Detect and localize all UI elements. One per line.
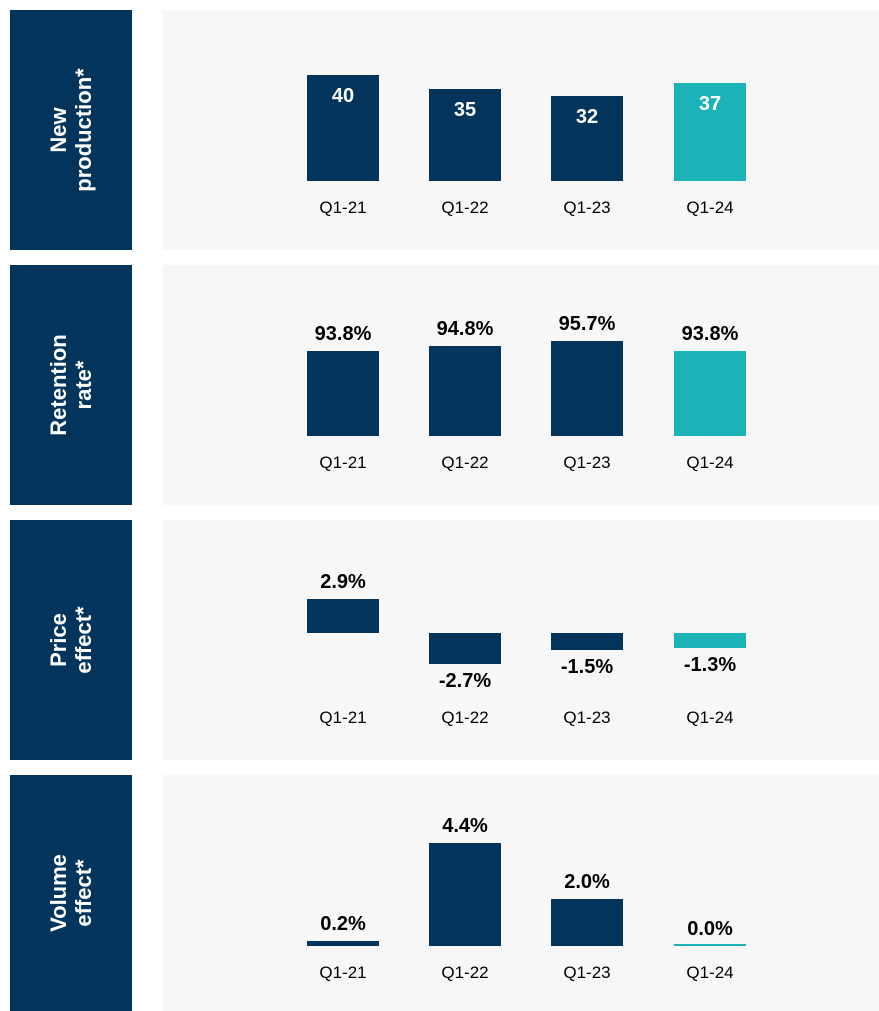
panel-title: Retention rate* bbox=[46, 334, 96, 436]
value-label: 0.2% bbox=[320, 913, 366, 936]
x-tick-label: Q1-21 bbox=[319, 453, 367, 472]
value-label: 4.4% bbox=[442, 815, 488, 838]
value-label: 2.0% bbox=[564, 871, 610, 894]
value-label: 93.8% bbox=[314, 322, 372, 345]
value-label: -2.7% bbox=[438, 670, 492, 693]
bar bbox=[674, 83, 746, 181]
bar bbox=[674, 944, 746, 946]
x-tick-label: Q1-23 bbox=[563, 708, 611, 727]
x-tick-label: Q1-23 bbox=[563, 963, 611, 982]
value-label: -1.5% bbox=[560, 656, 614, 679]
chart-panel bbox=[162, 520, 879, 760]
x-tick-label: Q1-24 bbox=[686, 453, 734, 472]
panel-title: New production* bbox=[46, 68, 96, 192]
bar bbox=[429, 88, 501, 181]
chart-panel bbox=[162, 10, 879, 250]
panel-title: Volume effect* bbox=[46, 854, 96, 932]
value-label: 94.8% bbox=[436, 317, 494, 340]
bar bbox=[551, 632, 623, 651]
x-tick-label: Q1-21 bbox=[319, 708, 367, 727]
x-tick-label: Q1-22 bbox=[441, 963, 489, 982]
bar bbox=[429, 345, 501, 436]
panel-label: Price effect* bbox=[10, 520, 132, 760]
bar bbox=[307, 598, 379, 633]
value-label: 32 bbox=[575, 106, 599, 129]
x-tick-label: Q1-23 bbox=[563, 198, 611, 217]
value-label: 37 bbox=[698, 93, 722, 116]
bar bbox=[551, 899, 623, 946]
value-label: 40 bbox=[331, 85, 355, 108]
x-tick-label: Q1-21 bbox=[319, 198, 367, 217]
x-tick-label: Q1-24 bbox=[686, 963, 734, 982]
chart-panel bbox=[162, 775, 879, 1011]
panel-title: Price effect* bbox=[46, 606, 96, 674]
bar bbox=[674, 350, 746, 436]
x-tick-label: Q1-24 bbox=[686, 198, 734, 217]
bar bbox=[551, 96, 623, 181]
x-tick-label: Q1-23 bbox=[563, 453, 611, 472]
x-tick-label: Q1-22 bbox=[441, 708, 489, 727]
bar bbox=[674, 632, 746, 648]
bar bbox=[429, 843, 501, 946]
value-label: 95.7% bbox=[558, 312, 616, 335]
panel-label: Volume effect* bbox=[10, 775, 132, 1011]
x-tick-label: Q1-24 bbox=[686, 708, 734, 727]
value-label: -1.3% bbox=[683, 653, 737, 676]
value-label: 35 bbox=[453, 98, 477, 121]
bar bbox=[307, 941, 379, 946]
value-label: 93.8% bbox=[681, 322, 739, 345]
bar bbox=[307, 350, 379, 436]
bar bbox=[551, 340, 623, 436]
value-label: 2.9% bbox=[320, 570, 366, 593]
bar bbox=[307, 75, 379, 181]
x-tick-label: Q1-22 bbox=[441, 453, 489, 472]
x-tick-label: Q1-21 bbox=[319, 963, 367, 982]
value-label: 0.0% bbox=[687, 918, 733, 940]
x-tick-label: Q1-22 bbox=[441, 198, 489, 217]
chart-panel bbox=[162, 265, 879, 505]
panel-label: New production* bbox=[10, 10, 132, 250]
bar bbox=[429, 632, 501, 665]
panel-label: Retention rate* bbox=[10, 265, 132, 505]
